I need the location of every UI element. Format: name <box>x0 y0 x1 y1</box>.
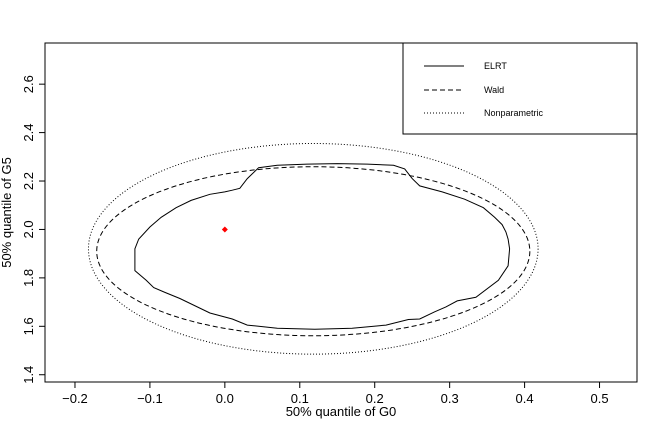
x-tick-label: 0.3 <box>441 391 459 406</box>
y-tick-label: 2.2 <box>21 172 36 190</box>
series-wald-line <box>96 166 531 337</box>
data-point-marker <box>221 226 228 233</box>
x-tick-label: 0.4 <box>516 391 534 406</box>
y-axis: 1.4 1.6 1.8 2.0 2.2 2.4 2.6 <box>21 75 45 384</box>
x-tick-label: −0.1 <box>137 391 163 406</box>
x-tick-label: 0.2 <box>366 391 384 406</box>
y-tick-label: 1.4 <box>21 366 36 384</box>
y-tick-label: 2.0 <box>21 220 36 238</box>
y-tick-label: 2.6 <box>21 75 36 93</box>
series-nonparametric-line <box>87 142 539 355</box>
plot-frame <box>44 42 638 383</box>
y-tick-label: 2.4 <box>21 124 36 142</box>
x-tick-label: −0.2 <box>62 391 88 406</box>
legend-box <box>402 42 638 135</box>
x-axis: −0.2 −0.1 0.0 0.1 0.2 0.3 0.4 0.5 <box>62 382 609 406</box>
x-tick-label: 0.1 <box>291 391 309 406</box>
legend-label-nonparametric: Nonparametric <box>484 108 544 118</box>
y-tick-label: 1.6 <box>21 317 36 335</box>
legend: ELRT Wald Nonparametric <box>402 42 638 135</box>
y-axis-title: 50% quantile of G5 <box>0 157 14 268</box>
x-tick-label: 0.5 <box>590 391 608 406</box>
legend-label-wald: Wald <box>484 85 504 95</box>
y-tick-label: 1.8 <box>21 269 36 287</box>
plot-content <box>87 142 539 355</box>
x-tick-label: 0.0 <box>216 391 234 406</box>
series-elrt-line <box>134 163 511 330</box>
legend-label-elrt: ELRT <box>484 61 507 71</box>
x-axis-title: 50% quantile of G0 <box>286 404 397 419</box>
